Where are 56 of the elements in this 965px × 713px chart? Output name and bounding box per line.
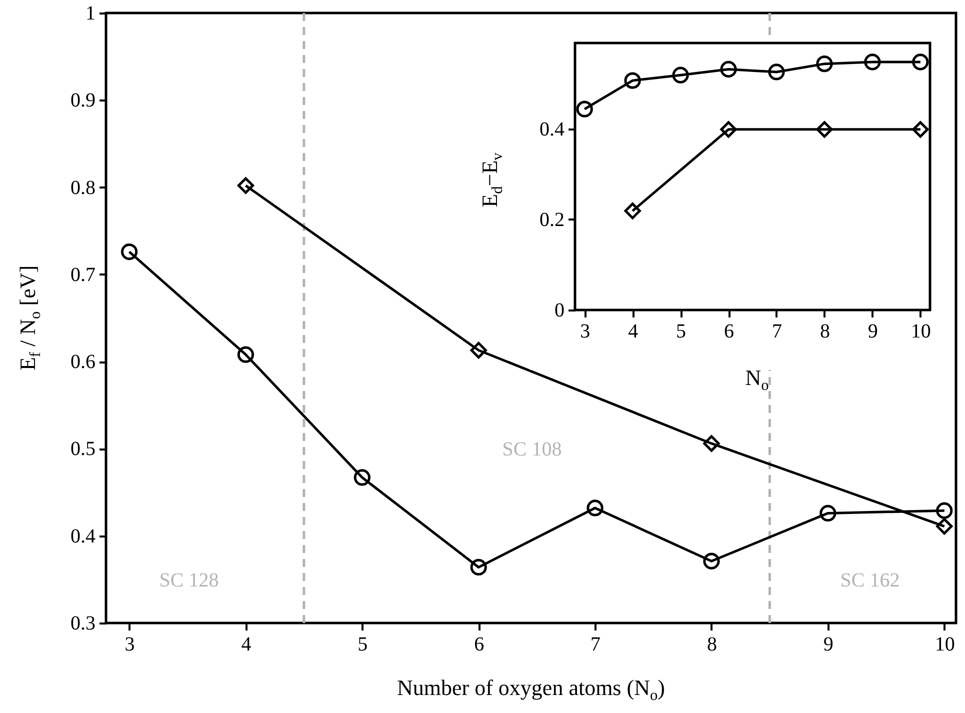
y-tick-label: 1 [86,2,96,24]
x-tick-label: 4 [628,320,638,342]
x-tick-label: 5 [358,634,368,656]
y-tick-label: 0.3 [70,612,96,634]
y-tick-label: 0 [554,300,564,322]
point [816,121,833,138]
y-tick-label: 0.4 [70,525,96,548]
point [720,60,737,78]
y-tick-label: 0.7 [70,264,96,286]
x-tick-label: 5 [676,320,686,342]
x-tick-label: 10 [934,634,955,656]
y-tick-label: 0.8 [70,176,96,199]
x-tick-label: 10 [910,320,931,342]
point [470,558,487,576]
point [936,518,953,535]
point [864,54,881,70]
point [120,243,138,260]
point [470,342,487,359]
point [624,72,641,89]
point [820,504,836,522]
point [912,121,929,138]
x-tick-label: 6 [724,320,734,342]
annotation: SC 128 [159,570,219,592]
y-tick-label: 0.6 [70,351,96,374]
y-tick-label: 0.5 [70,438,96,460]
x-tick-label: 6 [474,634,484,656]
point [912,54,929,70]
point [624,202,641,220]
point [936,502,953,519]
point [816,56,833,72]
x-tick-label: 9 [823,634,834,656]
x-tick-label: 7 [772,320,782,342]
x-tick-label: 9 [868,320,878,342]
y-tick-label: 0.9 [70,90,96,112]
point [703,552,720,570]
annotation: SC 108 [502,438,562,462]
x-axis-title: Number of oxygen atoms (N$_{o}$) [397,674,665,706]
x-tick-label: 4 [241,634,252,656]
point [354,469,370,486]
point [720,121,737,138]
x-tick-label: 7 [590,634,601,656]
x-tick-label: 3 [124,634,135,656]
x-tick-label: 8 [706,634,717,656]
y-tick-label: 0.2 [540,208,564,231]
point [768,64,785,80]
point [576,100,593,118]
point [672,66,689,84]
point [237,346,254,363]
x-axis-title: N$_{o}$ [745,364,769,396]
point [703,435,720,452]
point [586,500,604,516]
y-tick-label: 0.4 [540,118,564,140]
point [237,177,254,194]
x-tick-label: 3 [580,320,590,342]
x-tick-label: 8 [820,320,830,342]
annotation: SC 162 [840,570,900,592]
